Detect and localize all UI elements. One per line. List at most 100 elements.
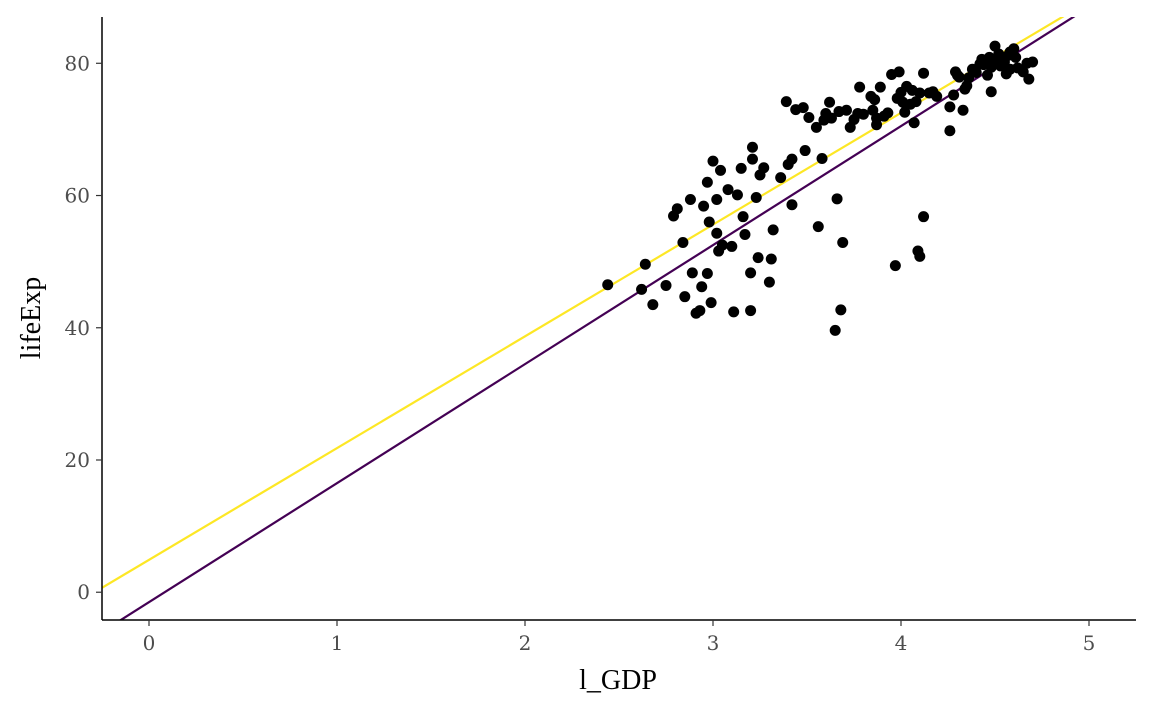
data-points (602, 40, 1039, 336)
data-point (671, 203, 683, 215)
data-point (918, 211, 930, 223)
data-point (703, 216, 715, 228)
data-point (715, 164, 727, 176)
data-point (728, 306, 740, 318)
data-point (701, 176, 713, 188)
data-point (824, 96, 836, 108)
data-point (1027, 56, 1039, 68)
data-point (810, 121, 822, 133)
data-point (1004, 46, 1016, 58)
data-point (716, 239, 728, 251)
data-point (722, 184, 734, 196)
x-tick-label: 5 (1083, 631, 1096, 655)
y-tick-label: 0 (77, 580, 90, 604)
data-point (647, 299, 659, 311)
data-point (639, 258, 651, 270)
data-point (985, 86, 997, 98)
data-point (737, 211, 749, 223)
data-point (786, 153, 798, 165)
data-point (993, 51, 1005, 63)
data-point (775, 172, 787, 184)
data-point (679, 291, 691, 303)
data-point (914, 87, 926, 99)
data-point (780, 96, 792, 108)
data-point (899, 106, 911, 118)
data-point (765, 253, 777, 265)
data-point (910, 96, 922, 108)
data-point (882, 107, 894, 119)
data-point (829, 324, 841, 336)
data-point (908, 117, 920, 129)
data-point (803, 112, 815, 123)
data-point (694, 305, 706, 317)
data-point (677, 236, 689, 248)
data-point (854, 81, 866, 93)
data-point (758, 162, 770, 174)
x-tick-label: 3 (707, 631, 720, 655)
y-axis-title: lifeExp (16, 277, 47, 359)
data-point (698, 200, 710, 212)
data-point (978, 59, 990, 71)
x-tick-label: 1 (331, 631, 344, 655)
x-axis-ticks: 0 1 2 3 4 5 (143, 620, 1096, 655)
data-point (953, 71, 965, 83)
data-point (696, 281, 708, 293)
data-point (701, 268, 713, 280)
y-tick-label: 60 (65, 184, 90, 208)
y-tick-label: 80 (65, 51, 90, 75)
data-point (857, 108, 869, 120)
data-point (746, 141, 758, 153)
x-tick-label: 2 (519, 631, 532, 655)
data-point (889, 260, 901, 272)
data-point (944, 101, 956, 113)
data-point (707, 155, 719, 167)
data-point (918, 67, 930, 79)
data-point (684, 193, 696, 205)
data-point (970, 67, 982, 79)
data-point (636, 283, 648, 295)
data-point (869, 94, 881, 106)
data-point (746, 153, 758, 165)
data-point (735, 162, 747, 174)
data-point (745, 267, 757, 279)
data-point (660, 279, 672, 291)
y-axis-ticks: 0 20 40 60 80 (65, 51, 102, 604)
data-point (816, 152, 828, 164)
x-tick-label: 0 (143, 631, 156, 655)
data-point (731, 189, 743, 201)
data-point (840, 104, 852, 116)
data-point (837, 236, 849, 248)
y-tick-label: 40 (65, 316, 90, 340)
regression-line-1 (118, 17, 1076, 620)
data-point (874, 81, 886, 93)
data-point (786, 199, 798, 211)
data-point (602, 279, 614, 291)
data-point (825, 112, 837, 124)
data-point (944, 125, 956, 137)
regression-line-2 (102, 17, 1065, 589)
y-tick-label: 20 (65, 448, 90, 472)
data-point (812, 221, 824, 233)
data-point (835, 304, 847, 316)
data-point (957, 104, 969, 116)
data-point (914, 250, 926, 262)
x-tick-label: 4 (895, 631, 908, 655)
data-point (750, 192, 762, 204)
data-point (686, 267, 698, 279)
data-point (799, 145, 811, 157)
data-point (711, 193, 723, 205)
x-axis-title: l_GDP (579, 665, 657, 696)
data-point (705, 297, 717, 309)
data-point (948, 89, 960, 101)
data-point (763, 276, 775, 288)
data-point (739, 229, 751, 241)
regression-lines (102, 17, 1076, 620)
data-point (726, 240, 738, 252)
data-point (797, 102, 809, 114)
data-point (831, 193, 843, 205)
data-point (767, 224, 779, 236)
data-point (1023, 73, 1035, 85)
data-point (752, 252, 764, 264)
data-point (893, 66, 905, 78)
